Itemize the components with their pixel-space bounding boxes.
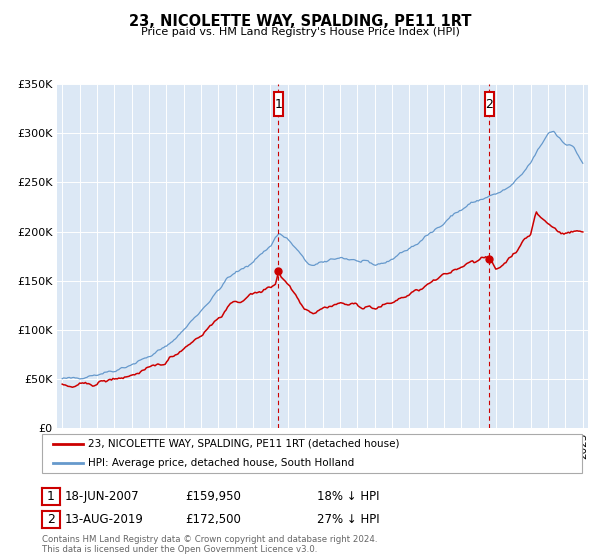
Text: 2: 2	[47, 512, 55, 526]
Text: 2: 2	[485, 97, 493, 111]
Text: 18-JUN-2007: 18-JUN-2007	[65, 490, 139, 503]
Text: 13-AUG-2019: 13-AUG-2019	[65, 512, 143, 526]
Text: £159,950: £159,950	[185, 490, 241, 503]
Text: 18% ↓ HPI: 18% ↓ HPI	[317, 490, 379, 503]
Bar	[485, 92, 494, 116]
Text: HPI: Average price, detached house, South Holland: HPI: Average price, detached house, Sout…	[88, 459, 354, 468]
Bar	[274, 92, 283, 116]
Text: Contains HM Land Registry data © Crown copyright and database right 2024.
This d: Contains HM Land Registry data © Crown c…	[42, 535, 377, 554]
Text: 1: 1	[47, 490, 55, 503]
Text: Price paid vs. HM Land Registry's House Price Index (HPI): Price paid vs. HM Land Registry's House …	[140, 27, 460, 37]
Text: 23, NICOLETTE WAY, SPALDING, PE11 1RT: 23, NICOLETTE WAY, SPALDING, PE11 1RT	[129, 14, 471, 29]
FancyBboxPatch shape	[42, 434, 582, 473]
Text: 1: 1	[274, 97, 283, 111]
Text: 23, NICOLETTE WAY, SPALDING, PE11 1RT (detached house): 23, NICOLETTE WAY, SPALDING, PE11 1RT (d…	[88, 439, 400, 449]
Text: £172,500: £172,500	[185, 512, 241, 526]
Text: 27% ↓ HPI: 27% ↓ HPI	[317, 512, 379, 526]
